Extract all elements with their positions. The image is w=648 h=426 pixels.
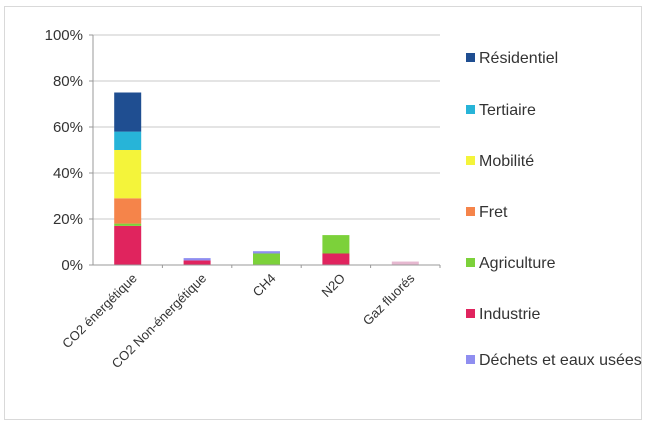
y-tick-label: 40% bbox=[53, 165, 83, 182]
legend-item: Agriculture bbox=[466, 253, 555, 275]
legend-item: Déchets et eaux usées bbox=[466, 350, 642, 372]
bar-segment bbox=[114, 150, 142, 199]
bar-segment bbox=[253, 253, 280, 265]
chart-frame bbox=[4, 6, 642, 420]
legend-swatch bbox=[466, 53, 475, 62]
legend-item: Mobilité bbox=[466, 151, 534, 173]
legend-swatch bbox=[466, 258, 475, 267]
legend-label: Tertiaire bbox=[479, 102, 536, 119]
legend-label: Industrie bbox=[479, 306, 541, 323]
bar-segment bbox=[322, 253, 350, 265]
bar-segment bbox=[114, 92, 142, 132]
legend-item: Tertiaire bbox=[466, 100, 536, 122]
legend-swatch bbox=[466, 309, 475, 318]
bars bbox=[114, 92, 419, 265]
bar-segment bbox=[391, 261, 419, 265]
y-tick-label: 60% bbox=[53, 119, 83, 136]
bar-segment bbox=[183, 260, 211, 265]
y-axis-ticks: 0% 20% 40% 60% 80% 100% bbox=[45, 27, 83, 274]
legend-item: Fret bbox=[466, 202, 507, 224]
legend-label: Mobilité bbox=[479, 153, 535, 170]
x-tick-label: N2O bbox=[319, 271, 349, 301]
bar-segment bbox=[253, 251, 280, 254]
legend-swatch bbox=[466, 207, 475, 216]
legend-swatch bbox=[466, 156, 475, 165]
legend-label: Résidentiel bbox=[479, 50, 559, 67]
bar-segment bbox=[114, 225, 142, 265]
legend-swatch bbox=[466, 355, 475, 364]
bar-segment bbox=[183, 258, 211, 261]
bar-segment bbox=[114, 131, 142, 150]
legend-item: Industrie bbox=[466, 304, 540, 326]
x-tick-label: CH4 bbox=[250, 271, 279, 300]
bar-segment bbox=[114, 198, 142, 224]
y-tick-label: 80% bbox=[53, 73, 83, 90]
bar-segment bbox=[322, 235, 350, 254]
bar-segment bbox=[114, 223, 142, 226]
y-tick-label: 100% bbox=[45, 27, 83, 44]
legend-item: Résidentiel bbox=[466, 48, 558, 70]
y-tick-label: 20% bbox=[53, 211, 83, 228]
legend-label: Fret bbox=[479, 204, 508, 221]
y-tick-label: 0% bbox=[61, 257, 83, 274]
legend-label: Déchets et eaux usées bbox=[479, 352, 642, 369]
x-tick-label: Gaz fluorés bbox=[360, 270, 418, 328]
x-tick-label: CO2 énergétique bbox=[59, 271, 140, 352]
legend-swatch bbox=[466, 105, 475, 114]
gridlines bbox=[89, 34, 440, 266]
legend-label: Agriculture bbox=[479, 255, 556, 272]
